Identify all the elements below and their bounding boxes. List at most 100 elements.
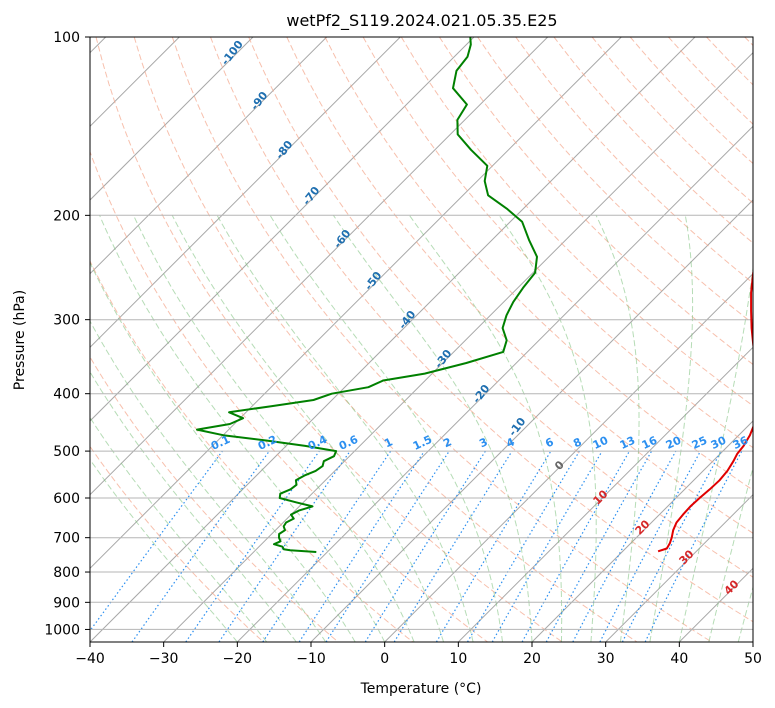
moist-adiabat-line	[595, 215, 640, 642]
x-tick-label: −10	[296, 651, 326, 667]
mixing-ratio-line	[572, 450, 677, 642]
profiles	[196, 37, 753, 553]
dry-adiabat-line	[133, 37, 638, 642]
moist-adiabat-line	[649, 215, 694, 642]
isotherm-line	[90, 37, 254, 201]
y-tick-label: 800	[53, 565, 80, 581]
dry-adiabat-label: -40	[396, 308, 419, 332]
isotherm-line	[90, 37, 696, 642]
dry-adiabat-line	[362, 37, 753, 449]
dry-adiabat-label: -60	[331, 227, 354, 251]
moist-adiabat-line	[90, 416, 268, 642]
mixing-ratio-label: 20	[664, 434, 684, 452]
mixing-ratio-label: 2	[441, 435, 453, 450]
dry-adiabat-line	[706, 37, 753, 86]
dry-adiabat-line	[515, 37, 753, 284]
temperature-profile	[657, 268, 753, 553]
y-tick-label: 400	[53, 387, 80, 403]
moist-adiabat-line	[408, 215, 563, 642]
moist-adiabat-line	[737, 585, 753, 642]
isotherm-line	[90, 37, 328, 275]
moist-adiabat-line	[90, 320, 327, 642]
isotherm-line	[163, 51, 753, 642]
mixing-ratio-line	[185, 450, 320, 642]
dry-adiabat-line	[324, 37, 753, 491]
moist-adiabat-line	[678, 264, 753, 642]
isotherm-line	[90, 37, 401, 349]
mixing-ratio-line	[521, 450, 631, 642]
moist-adiabat-line	[171, 215, 445, 642]
x-tick-label: −20	[223, 651, 253, 667]
dry-adiabat-line	[286, 37, 753, 534]
dry-adiabat-line	[400, 37, 753, 407]
mixing-ratio-label: 25	[690, 434, 709, 452]
moist-adiabat-line	[99, 215, 386, 642]
mixing-ratio-label: 3	[477, 435, 489, 450]
dry-adiabat-line	[210, 37, 753, 623]
y-tick-label: 900	[53, 595, 80, 611]
moist-adiabat-line	[708, 465, 753, 642]
mixing-ratio-label: 0.6	[337, 433, 360, 453]
mixing-ratio-line	[218, 450, 351, 642]
x-tick-label: 30	[597, 651, 615, 667]
mixing-ratio-label: 0.2	[256, 433, 279, 453]
dry-adiabat-line	[90, 150, 488, 642]
isotherm-line	[384, 272, 753, 642]
isotherm-line	[752, 641, 753, 642]
isotherm-line	[457, 346, 753, 642]
mixing-ratio-line	[90, 450, 223, 632]
x-tick-label: 40	[670, 651, 688, 667]
isotherm-label: 0	[552, 458, 567, 473]
isotherm-line	[678, 567, 753, 642]
mixing-ratio-label: 8	[571, 435, 583, 450]
chart-title: wetPf2_S119.2024.021.05.35.E25	[286, 11, 557, 31]
mixing-ratio-label: 10	[591, 434, 611, 452]
x-tick-label: 10	[449, 651, 467, 667]
moist-adiabat-line	[90, 370, 297, 642]
mixing-ratio-line	[262, 450, 392, 642]
dry-adiabat-line	[90, 259, 414, 642]
y-tick-label: 700	[53, 531, 80, 547]
moist-adiabat-line	[133, 215, 415, 642]
moist-adiabat-line	[498, 215, 597, 642]
isotherm-line	[310, 199, 753, 642]
mixing-ratio-line	[466, 450, 580, 642]
y-tick-label: 200	[53, 208, 80, 224]
mixing-ratio-line	[435, 450, 552, 642]
dry-adiabat-line	[248, 37, 753, 578]
isotherm-line	[90, 37, 549, 496]
y-tick-label: 1000	[44, 622, 80, 638]
dry-adiabat-label: -100	[219, 38, 246, 68]
mixing-ratio-line	[644, 450, 743, 642]
dry-adiabat-label: -20	[470, 382, 493, 406]
moist-adiabat-label: 20	[633, 517, 653, 537]
dry-adiabat-label: -90	[248, 89, 271, 113]
moist-adiabat-line	[269, 215, 503, 642]
plot-frame	[89, 36, 754, 643]
x-tick-label: −30	[149, 651, 179, 667]
y-axis: 100 200 300 400 500 600 700 800 900 1000	[44, 30, 90, 638]
mixing-ratio-line	[131, 450, 270, 642]
x-tick-label: 0	[380, 651, 389, 667]
isotherm-line	[236, 125, 753, 642]
dry-adiabat-line	[90, 356, 339, 642]
moist-adiabat-label: 10	[591, 487, 611, 507]
mixing-ratio-label: 6	[543, 435, 556, 450]
dry-adiabat-line	[95, 37, 563, 642]
x-tick-label: −40	[75, 651, 105, 667]
dry-adiabat-label: -70	[300, 184, 323, 208]
dry-adiabat-label: -80	[273, 138, 296, 162]
moist-adiabat-line	[216, 215, 474, 642]
dry-adiabat-label: -10	[506, 415, 529, 439]
mixing-ratio-label: 36	[731, 434, 751, 452]
moist-adiabat-line	[90, 261, 356, 642]
line-labels: -100-90-80-70-60-50-40-30-20-10010203040…	[209, 38, 751, 598]
y-tick-label: 100	[53, 30, 80, 46]
isotherm-line	[90, 37, 622, 570]
moist-adiabat-line	[90, 458, 238, 642]
dry-adiabat-label: -50	[362, 269, 385, 293]
dry-adiabat-line	[171, 37, 712, 642]
y-tick-label: 600	[53, 491, 80, 507]
y-tick-label: 500	[53, 444, 80, 460]
